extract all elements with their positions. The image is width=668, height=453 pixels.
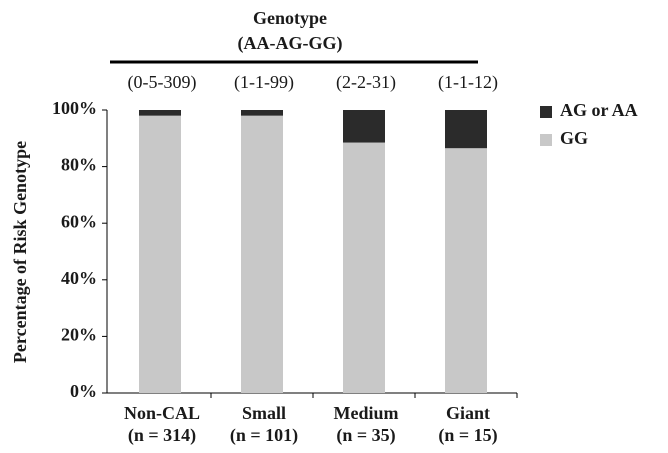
y-tick-label: 60% [61, 211, 97, 231]
x-tick-label: Medium [334, 403, 399, 423]
bar-segment [445, 148, 487, 393]
x-tick-label: Giant [446, 403, 490, 423]
bar-segment [445, 110, 487, 149]
bar-segment [241, 110, 283, 116]
group-label: (1-1-99) [234, 72, 294, 93]
bar-segment [343, 142, 385, 393]
group-label: (0-5-309) [128, 72, 197, 93]
group-label: (1-1-12) [438, 72, 498, 93]
legend-label: AG or AA [560, 100, 638, 120]
x-tick-sublabel: (n = 35) [336, 425, 395, 446]
chart-subtitle: (AA-AG-GG) [238, 33, 343, 54]
x-tick-sublabel: (n = 15) [438, 425, 497, 446]
y-axis-label: Percentage of Risk Genotype [10, 141, 30, 363]
x-tick-sublabel: (n = 101) [230, 425, 298, 446]
bar-segment [139, 115, 181, 393]
legend-label: GG [560, 128, 588, 148]
bar-segment [139, 110, 181, 116]
group-label: (2-2-31) [336, 72, 396, 93]
bar-segment [241, 115, 283, 393]
y-tick-label: 40% [61, 268, 97, 288]
x-tick-label: Small [242, 403, 286, 423]
y-tick-label: 80% [61, 155, 97, 175]
bar-segment [343, 110, 385, 143]
x-tick-label: Non-CAL [124, 403, 200, 423]
y-tick-label: 0% [70, 381, 97, 401]
legend-swatch [540, 106, 552, 118]
chart-title: Genotype [253, 8, 327, 28]
x-tick-sublabel: (n = 314) [128, 425, 196, 446]
y-tick-label: 20% [61, 325, 97, 345]
legend-swatch [540, 134, 552, 146]
y-tick-label: 100% [52, 98, 97, 118]
